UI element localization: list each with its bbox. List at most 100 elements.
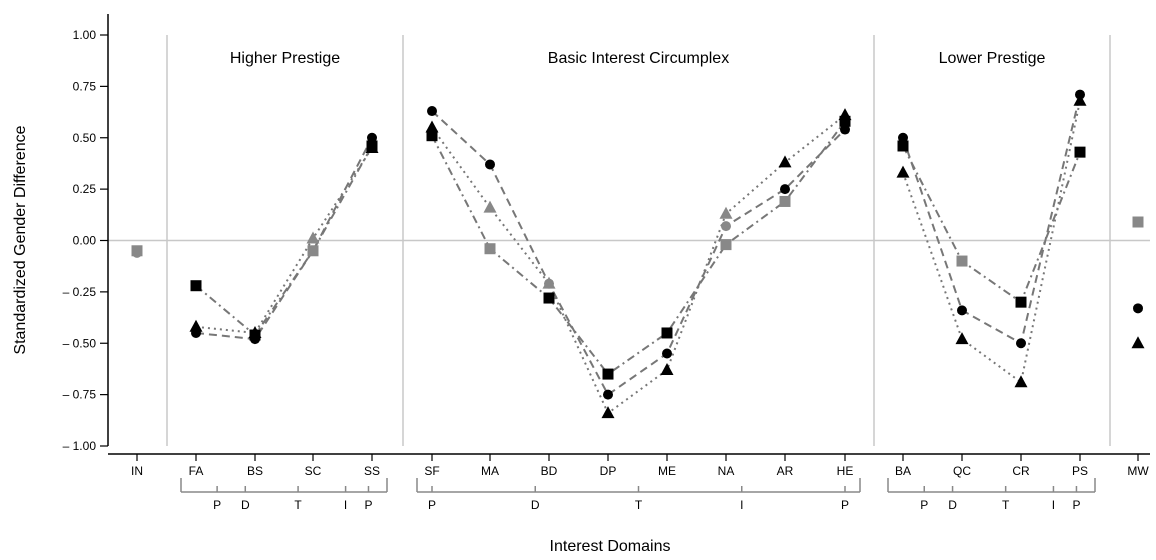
x-tick-label-QC: QC [953, 464, 971, 478]
triangle-gray-point-SC [306, 231, 320, 244]
triangle-gray-point-NA [719, 206, 733, 219]
square-point-BD [543, 292, 555, 304]
bracket-label-0-1: D [241, 498, 250, 512]
y-tick-label: 0.25 [73, 182, 97, 196]
panel-title-1: Basic Interest Circumplex [548, 50, 729, 67]
x-tick-label-BA: BA [895, 464, 911, 478]
square-point-BS [249, 329, 261, 341]
y-tick-label: – 0.25 [63, 285, 97, 299]
series-line-triangle-0 [195, 147, 373, 335]
x-axis-title: Interest Domains [550, 538, 671, 555]
circle-point-HE [840, 124, 850, 135]
x-tick-label-SC: SC [305, 464, 322, 478]
x-axis: IN FA BS SC SS SF MA BD DP ME NA AR HE BA QC CR PS MW [108, 453, 1150, 478]
bracket-label-2-3: I [1052, 498, 1055, 512]
y-tick-label: – 0.50 [63, 336, 97, 350]
y-tick-label: 0.75 [73, 79, 97, 93]
square-gray-point-MW [1132, 216, 1144, 228]
square-point-PS [1074, 146, 1086, 158]
bracket-label-1-1: D [531, 498, 540, 512]
series-line-square-2 [902, 145, 1081, 304]
square-point-DP [602, 368, 614, 380]
series-lines [195, 94, 1081, 415]
x-tick-label-BS: BS [247, 464, 263, 478]
bracket-label-0-3: I [344, 498, 347, 512]
x-tick-label-SS: SS [364, 464, 380, 478]
bracket-label-2-4: P [1072, 498, 1080, 512]
bracket-label-0-0: P [213, 498, 221, 512]
triangle-point-DP [601, 406, 615, 419]
y-tick-label: 0.50 [73, 131, 97, 145]
x-tick-label-NA: NA [718, 464, 735, 478]
square-point-FA [190, 280, 202, 292]
triangle-gray-point-BD [542, 276, 556, 289]
y-tick-label: 1.00 [73, 28, 97, 42]
x-tick-label-AR: AR [777, 464, 794, 478]
circle-point-DP [603, 389, 613, 400]
x-tick-label-FA: FA [189, 464, 204, 478]
bracket-label-2-2: T [1002, 498, 1010, 512]
square-gray-point-NA [720, 239, 732, 251]
circle-point-QC [957, 305, 967, 316]
series-line-triangle-2 [902, 100, 1081, 385]
x-tick-label-SF: SF [424, 464, 439, 478]
circle-point-AR [780, 184, 790, 195]
bracket-label-0-2: T [294, 498, 302, 512]
data-markers [131, 89, 1145, 419]
panel-titles: Higher Prestige Basic Interest Circumplex… [230, 50, 1046, 67]
triangle-point-SF [425, 120, 439, 133]
triangle-point-PS [1073, 93, 1087, 106]
x-tick-label-ME: ME [658, 464, 676, 478]
triangle-point-QC [955, 332, 969, 345]
triangle-point-BA [896, 165, 910, 178]
bracket-label-1-2: T [635, 498, 643, 512]
y-axis: 1.00 0.75 0.50 0.25 0.00 – 0.25 – 0.50 – 0.75 – … [63, 14, 109, 453]
circle-point-CR [1016, 338, 1026, 349]
x-tick-label-MA: MA [481, 464, 499, 478]
circle-gray-point-NA [721, 221, 731, 232]
square-point-HE [839, 115, 851, 127]
circle-point-ME [662, 348, 672, 359]
y-tick-label: – 1.00 [63, 439, 97, 453]
square-point-ME [661, 327, 673, 339]
x-tick-label-CR: CR [1012, 464, 1030, 478]
triangle-point-CR [1014, 375, 1028, 388]
y-axis-title: Standardized Gender Difference [12, 125, 29, 354]
x-tick-label-BD: BD [541, 464, 558, 478]
triangle-point-MW [1131, 336, 1145, 349]
bracket-label-0-4: P [364, 498, 372, 512]
triangle-point-ME [660, 362, 674, 375]
triangle-point-AR [778, 155, 792, 168]
circle-point-MA [485, 159, 495, 170]
square-point-BA [897, 140, 909, 152]
series-line-square-0 [195, 145, 373, 337]
square-point-CR [1015, 296, 1027, 308]
bracket-label-1-4: P [841, 498, 849, 512]
panel-title-0: Higher Prestige [230, 50, 340, 67]
circle-point-BA [898, 132, 908, 143]
x-tick-label-PS: PS [1072, 464, 1088, 478]
square-gray-point-SC [307, 245, 319, 257]
bracket-label-2-1: D [948, 498, 957, 512]
bracket-label-2-0: P [920, 498, 928, 512]
x-tick-label-MW: MW [1127, 464, 1149, 478]
square-point-SS [366, 140, 378, 152]
bracket-label-1-0: P [428, 498, 436, 512]
square-point-SF [426, 130, 438, 142]
circle-point-SS [367, 132, 377, 143]
series-line-circle-2 [902, 94, 1081, 345]
circle-point-SF [427, 106, 437, 117]
square-gray-point-IN [131, 245, 143, 257]
bracket-label-1-3: I [740, 498, 743, 512]
square-gray-point-AR [779, 195, 791, 207]
grid-layer [108, 35, 1150, 446]
circle-point-MW [1133, 303, 1143, 314]
x-tick-label-HE: HE [837, 464, 854, 478]
y-tick-label: 0.00 [73, 234, 97, 248]
x-tick-label-DP: DP [600, 464, 617, 478]
triangle-gray-point-MA [483, 200, 497, 213]
square-gray-point-MA [484, 243, 496, 255]
x-tick-label-IN: IN [131, 464, 143, 478]
